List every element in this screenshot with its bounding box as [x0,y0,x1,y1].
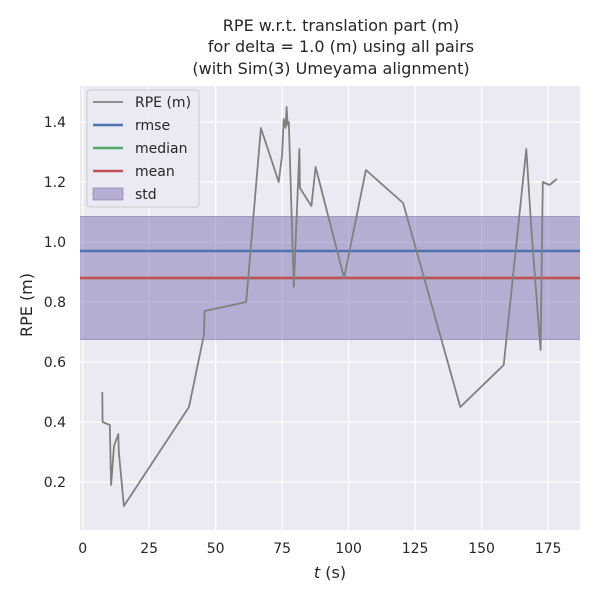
series-lines [101,106,558,507]
y-tick-label: 1.2 [44,175,66,191]
chart-title-line-1: RPE w.r.t. translation part (m) [223,16,459,35]
stat-lines [80,249,580,280]
x-tick-labels: 0 25 50 75 100 125 150 175 [78,541,561,557]
legend-label: mean [135,164,175,180]
chart-title-line-3: (with Sim(3) Umeyama alignment) [192,59,469,78]
chart-title-line-2: for delta = 1.0 (m) using all pairs [208,37,474,56]
legend-label: RPE (m) [135,95,191,111]
y-tick-label: 0.4 [44,415,66,431]
legend-swatch-std [92,187,124,201]
y-tick-label: 1.4 [44,115,66,131]
legend-label: median [135,141,187,157]
y-tick-label: 0.6 [44,355,66,371]
legend: RPE (m) rmse median mean std [86,89,200,208]
legend-label: rmse [135,118,170,134]
x-tick-label: 25 [140,541,158,557]
y-tick-labels: 0.2 0.4 0.6 0.8 1.0 1.2 1.4 [44,115,66,491]
x-axis-label-unit: (s) [320,563,346,582]
x-axis-label: t (s) [314,563,346,582]
y-axis-label: RPE (m) [17,273,36,337]
legend-label: std [135,187,157,203]
legend-box [86,89,200,208]
x-tick-label: 0 [78,541,87,557]
x-tick-label: 125 [402,541,429,557]
y-tick-label: 0.8 [44,295,66,311]
grid-lines [80,86,580,530]
x-tick-label: 100 [335,541,362,557]
x-tick-label: 175 [535,541,562,557]
y-tick-label: 0.2 [44,475,66,491]
rpe-series-line [101,106,558,507]
x-tick-label: 75 [273,541,291,557]
y-tick-label: 1.0 [44,235,66,251]
x-tick-label: 50 [207,541,225,557]
x-axis-label-var: t [314,563,321,582]
x-tick-label: 150 [468,541,495,557]
